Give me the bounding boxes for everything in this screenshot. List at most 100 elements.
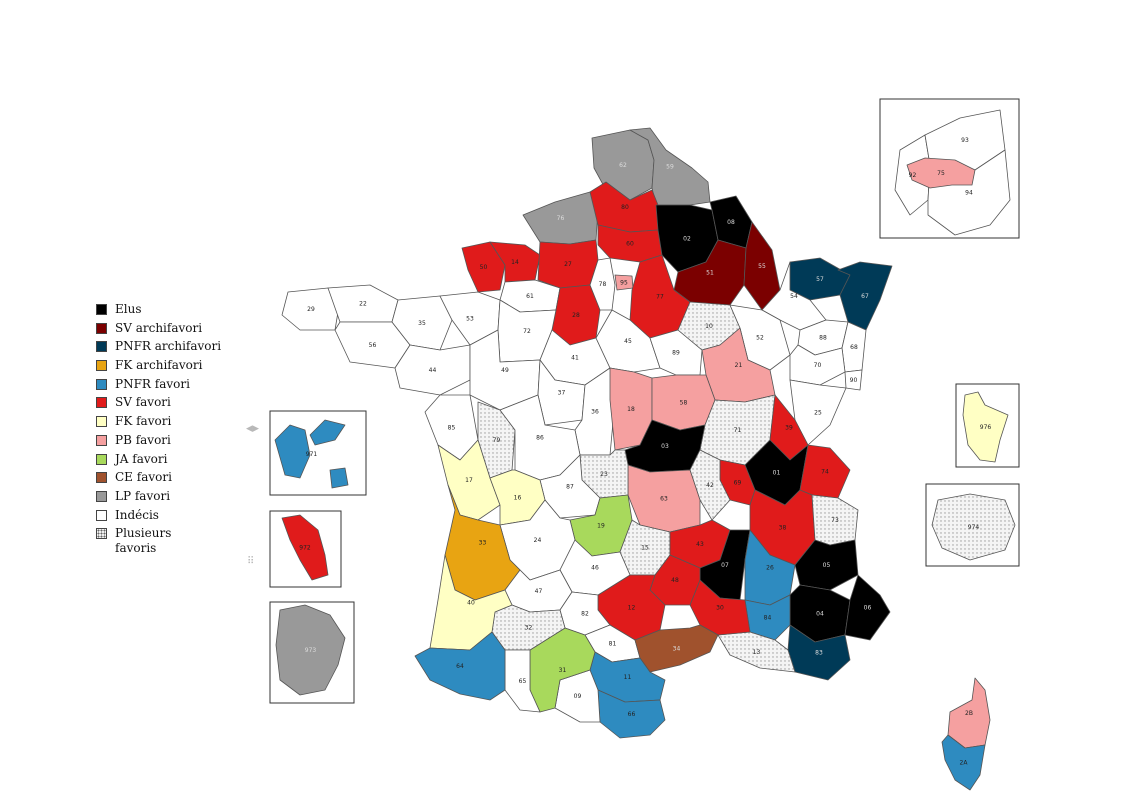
legend-item-lp_fav: LP favori <box>96 489 256 508</box>
dept-label-61: 61 <box>526 293 534 300</box>
dept-label-57: 57 <box>816 276 824 283</box>
dept-label-80: 80 <box>621 204 629 211</box>
dept-label-55: 55 <box>758 263 766 270</box>
dept-label-19: 19 <box>597 523 605 530</box>
dept-label-41: 41 <box>571 355 579 362</box>
legend-label: PNFR archifavori <box>115 339 222 354</box>
dept-label-48: 48 <box>671 577 679 584</box>
dept-972[interactable] <box>281 514 329 581</box>
dept-976[interactable] <box>962 391 1009 463</box>
legend-label: CE favori <box>115 470 172 485</box>
dept-label-2B: 2B <box>965 710 973 717</box>
dept-label-33: 33 <box>479 540 487 547</box>
dept-label-88: 88 <box>819 335 827 342</box>
dept-2A[interactable] <box>941 734 986 791</box>
dept-90[interactable] <box>844 369 863 391</box>
dept-40[interactable] <box>429 554 513 651</box>
dept-label-51: 51 <box>706 270 714 277</box>
expand-arrows-icon[interactable]: ◂▸ <box>246 421 260 436</box>
dept-973[interactable] <box>275 604 346 696</box>
legend-label: JA favori <box>115 451 168 466</box>
dept-label-973: 973 <box>305 647 317 654</box>
dept-64[interactable] <box>414 631 506 701</box>
dept-label-45: 45 <box>624 338 632 345</box>
dept-label-52: 52 <box>756 335 764 342</box>
legend-label: Plusieurs favoris <box>115 526 172 556</box>
legend-label: Indécis <box>115 507 159 522</box>
dept-label-40: 40 <box>467 600 475 607</box>
dept-label-74: 74 <box>821 469 829 476</box>
dept-label-27: 27 <box>564 261 572 268</box>
dept-971[interactable] <box>274 419 349 489</box>
dept-label-35: 35 <box>418 320 426 327</box>
dept-label-53: 53 <box>466 316 474 323</box>
legend-swatch <box>96 528 107 540</box>
dept-label-10: 10 <box>705 323 713 330</box>
legend-item-ja_fav: JA favori <box>96 452 256 471</box>
inset-frame-guyane <box>269 601 355 704</box>
legend-label: PNFR favori <box>115 376 190 391</box>
dept-label-22: 22 <box>359 301 367 308</box>
legend-item-plusieurs: Plusieurs favoris <box>96 526 256 560</box>
dept-label-03: 03 <box>661 443 669 450</box>
legend-swatch <box>96 416 107 428</box>
dept-label-54: 54 <box>790 293 798 300</box>
legend-swatch <box>96 472 107 484</box>
dept-label-39: 39 <box>785 425 793 432</box>
legend-label: LP favori <box>115 488 171 503</box>
dept-label-76: 76 <box>557 215 565 222</box>
dept-66[interactable] <box>597 689 666 739</box>
inset-frame-mayotte <box>955 383 1020 468</box>
dept-label-34: 34 <box>673 646 681 653</box>
dept-label-65: 65 <box>519 678 527 685</box>
dept-label-72: 72 <box>523 328 531 335</box>
dept-67[interactable] <box>837 261 893 331</box>
dept-label-84: 84 <box>764 615 772 622</box>
dept-label-58: 58 <box>680 400 688 407</box>
dept-label-67: 67 <box>861 293 869 300</box>
dept-label-23: 23 <box>600 471 608 478</box>
dept-label-68: 68 <box>850 344 858 351</box>
dept-label-75: 75 <box>937 170 945 177</box>
dept-label-78: 78 <box>599 281 607 288</box>
grip-dots-icon[interactable]: ⠿ <box>247 556 255 567</box>
dept-label-974: 974 <box>968 524 980 531</box>
dept-label-42: 42 <box>706 482 714 489</box>
dept-label-04: 04 <box>816 611 824 618</box>
dept-label-81: 81 <box>609 641 617 648</box>
dept-label-93: 93 <box>961 137 969 144</box>
dept-label-28: 28 <box>572 312 580 319</box>
legend-item-pnfr_archi: PNFR archifavori <box>96 339 256 358</box>
legend-item-fk_archi: FK archifavori <box>96 358 256 377</box>
dept-label-18: 18 <box>627 406 635 413</box>
dept-label-56: 56 <box>369 342 377 349</box>
dept-59[interactable] <box>629 127 711 206</box>
legend-label: FK favori <box>115 414 172 429</box>
dept-label-95: 95 <box>620 280 628 287</box>
dept-label-85: 85 <box>448 425 456 432</box>
dept-974[interactable] <box>931 493 1016 561</box>
inset-frame-paris <box>879 98 1020 239</box>
dept-78[interactable] <box>589 257 616 311</box>
dept-75[interactable] <box>906 157 976 189</box>
dept-label-976: 976 <box>980 424 992 431</box>
dept-label-21: 21 <box>735 362 743 369</box>
legend-item-pnfr_fav: PNFR favori <box>96 377 256 396</box>
inset-frame-guadeloupe <box>269 410 367 496</box>
dept-30[interactable] <box>689 579 751 636</box>
legend-swatch <box>96 304 107 315</box>
legend-swatch <box>96 434 107 446</box>
legend-swatch <box>96 453 107 465</box>
dept-label-90: 90 <box>850 377 858 384</box>
dept-06[interactable] <box>844 574 891 641</box>
legend: Elus SV archifavori PNFR archifavori FK arc… <box>96 302 256 560</box>
dept-label-79: 79 <box>493 437 501 444</box>
dept-13[interactable] <box>717 631 796 673</box>
dept-label-37: 37 <box>558 390 566 397</box>
dept-label-08: 08 <box>727 219 735 226</box>
dept-label-73: 73 <box>831 517 839 524</box>
dept-label-60: 60 <box>626 241 634 248</box>
dept-label-82: 82 <box>581 611 589 618</box>
